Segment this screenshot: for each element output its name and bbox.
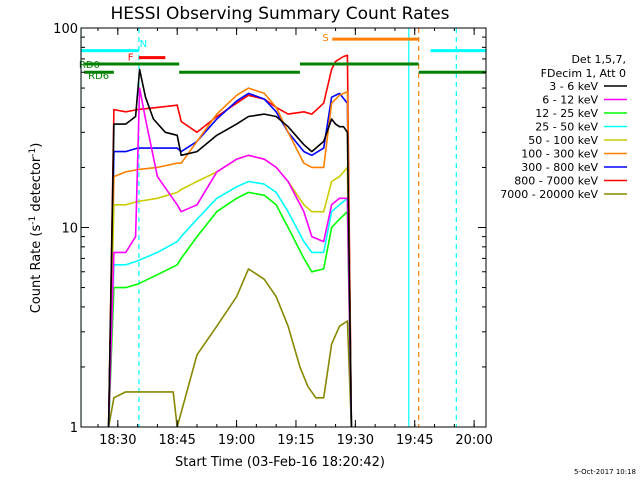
legend-label-5: 100 - 300 keV [521, 148, 598, 161]
y-axis-label-end: ) [29, 143, 44, 148]
x-tick-label-4: 19:30 [337, 433, 374, 448]
flag-label-s: S [322, 33, 328, 44]
y-tick-label-2: 100 [53, 22, 78, 37]
legend-label-4: 50 - 100 keV [528, 134, 598, 147]
x-tick-label-3: 19:15 [277, 433, 314, 448]
flag-label-n: N [140, 39, 147, 50]
y-axis-label-mid: detector [29, 156, 44, 216]
series-line-0 [107, 68, 353, 427]
chart-title: HESSI Observing Summary Count Rates [110, 4, 449, 24]
legend-header-line-2: FDecim 1, Att 0 [541, 67, 626, 80]
flag-label-rd6: RD6 [88, 71, 109, 82]
legend-header-line-1: Det 1,5,7, [571, 53, 626, 66]
x-tick-label-0: 18:30 [99, 433, 136, 448]
x-axis: 18:30 18:45 19:00 19:15 19:30 19:45 20:00 [97, 28, 493, 448]
legend-label-6: 300 - 800 keV [521, 161, 598, 174]
flag-label-rd0: RD0 [79, 60, 100, 71]
series-line-6 [107, 92, 353, 427]
legend-label-8: 7000 - 20000 keV [500, 188, 598, 201]
series-line-4 [107, 154, 353, 427]
y-axis-label-sup2: -1 [28, 148, 38, 157]
x-tick-label-6: 20:00 [455, 433, 492, 448]
legend-label-2: 12 - 25 keV [535, 107, 598, 120]
legend-label-0: 3 - 6 keV [549, 80, 598, 93]
legend-label-7: 800 - 7000 keV [514, 175, 598, 188]
series-line-2 [107, 191, 353, 427]
y-axis: 1 10 100 [53, 22, 486, 436]
y-tick-label-0: 1 [70, 421, 78, 436]
y-tick-label-1: 10 [61, 222, 78, 237]
series-line-7 [107, 54, 353, 427]
x-axis-label: Start Time (03-Feb-16 18:20:42) [175, 455, 385, 470]
legend-label-3: 25 - 50 keV [535, 121, 598, 134]
flag-label-f: F [128, 52, 134, 63]
series-line-8 [107, 268, 353, 427]
generation-timestamp: 5-Oct-2017 10:18 [574, 468, 636, 476]
series-line-3 [107, 180, 353, 427]
y-axis-label-sup1: -1 [28, 216, 38, 225]
y-axis-label: Count Rate (s-1 detector-1) [28, 143, 44, 314]
x-tick-label-5: 19:45 [396, 433, 433, 448]
y-axis-label-main: Count Rate (s [29, 225, 44, 314]
plot-frame [80, 27, 487, 428]
legend-label-1: 6 - 12 keV [542, 94, 598, 107]
x-tick-label-2: 19:00 [218, 433, 255, 448]
series-line-1 [107, 87, 353, 427]
x-tick-label-1: 18:45 [158, 433, 195, 448]
